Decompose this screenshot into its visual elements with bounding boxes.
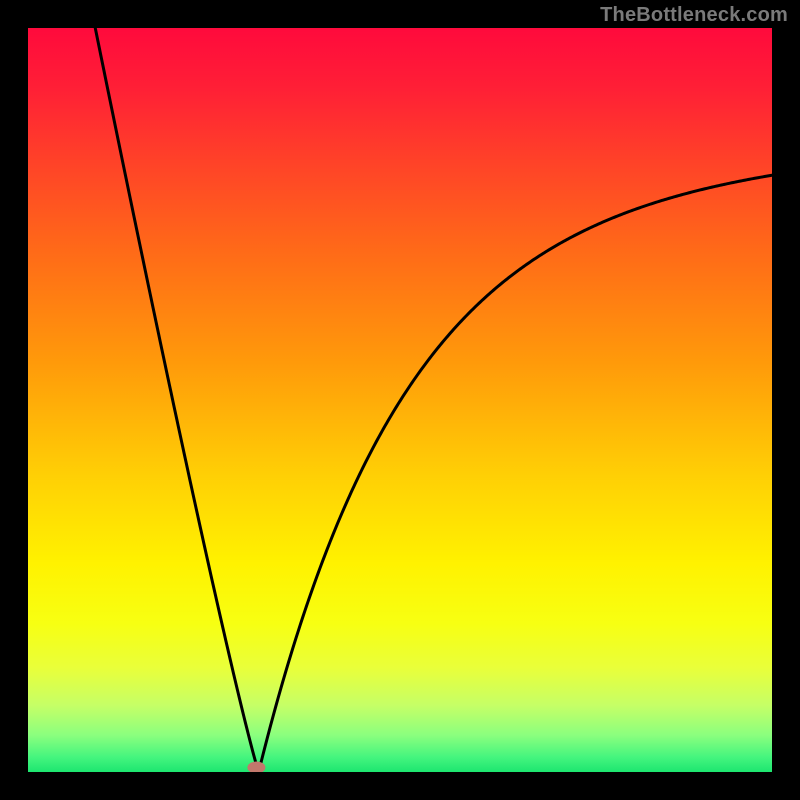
optimum-marker (247, 762, 265, 774)
bottleneck-chart (0, 0, 800, 800)
attribution-text: TheBottleneck.com (600, 4, 788, 27)
chart-container: TheBottleneck.com (0, 0, 800, 800)
